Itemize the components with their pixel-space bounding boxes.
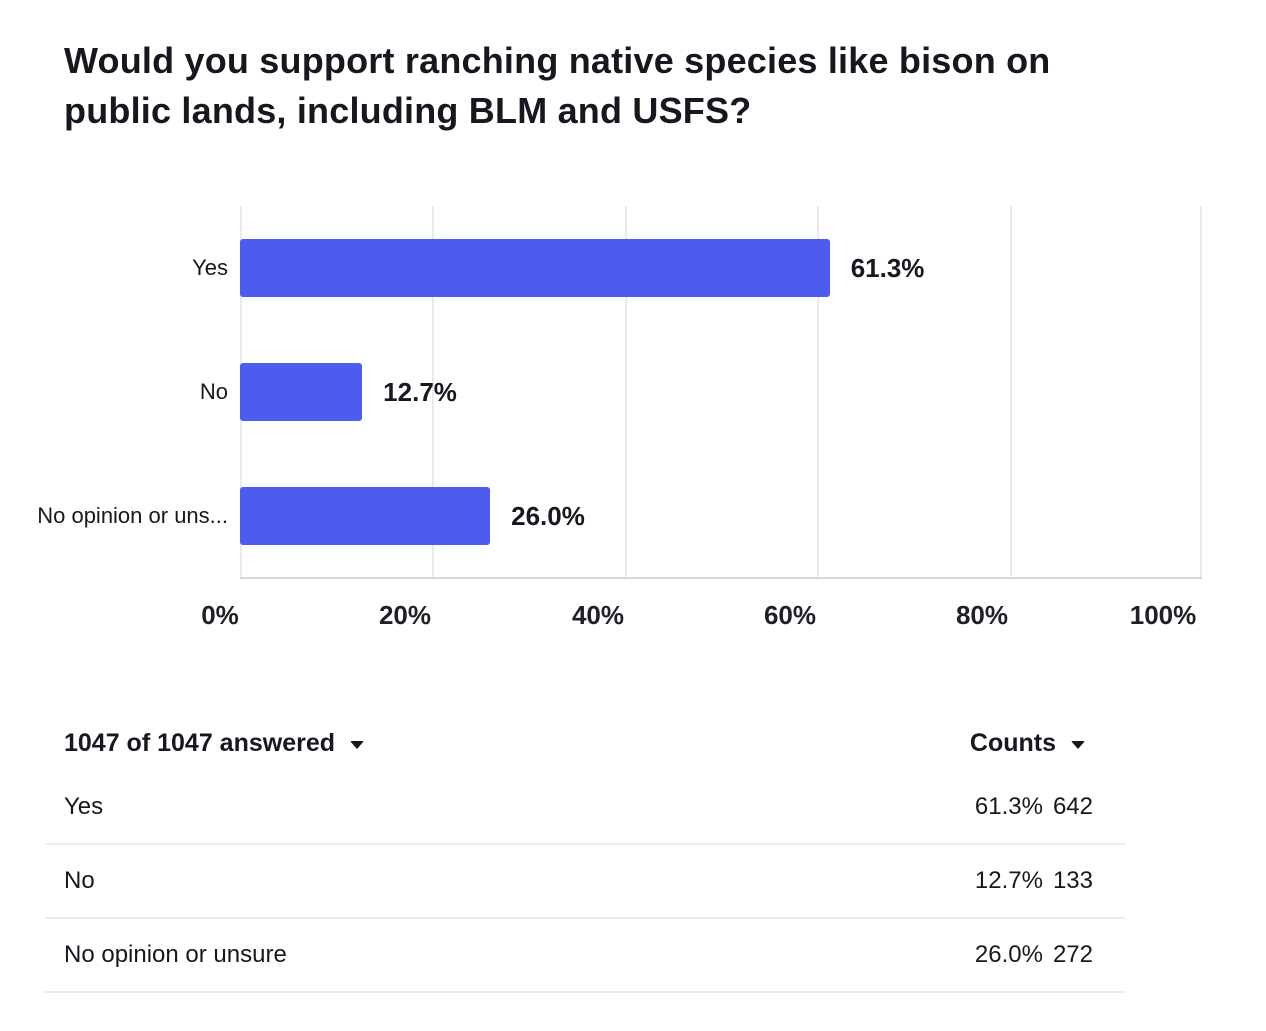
table-row-yes: Yes 61.3% 642: [45, 771, 1125, 845]
table-row-no-opinion: No opinion or unsure 26.0% 272: [45, 919, 1125, 993]
bar-row-yes: 61.3%: [240, 239, 1202, 297]
gridline-40pct: [624, 206, 627, 577]
row-percent: 12.7%: [974, 867, 1043, 894]
row-percent: 61.3%: [974, 793, 1043, 820]
chevron-down-icon: [350, 741, 364, 749]
bar-value-label-yes: 61.3%: [850, 252, 925, 283]
bar-row-no: 12.7%: [240, 363, 1202, 421]
bar-value-label-no: 12.7%: [383, 376, 457, 407]
bar-yes: [240, 239, 830, 297]
question-title-line-2: public lands, including BLM and USFS?: [64, 90, 752, 131]
x-tick-label-0: 0%: [201, 600, 239, 630]
gridline-100pct: [1200, 206, 1202, 577]
gridline-20pct: [432, 206, 435, 577]
x-axis-line: [240, 577, 1202, 579]
table-row-no: No 12.7% 133: [45, 845, 1125, 919]
row-value: 26.0% 272: [975, 941, 1093, 969]
row-label: No: [64, 867, 95, 894]
bar-chart: Yes No No opinion or uns... 61.3% 12.7% …: [37, 206, 1202, 630]
question-title-line-1: Would you support ranching native specie…: [64, 40, 1051, 81]
gridline-60pct: [817, 206, 820, 577]
answered-dropdown-label: 1047 of 1047 answered: [64, 728, 335, 757]
question-title: Would you support ranching native specie…: [64, 36, 1204, 136]
bar-row-no-opinion: 26.0%: [240, 487, 1202, 545]
bar-no-opinion: [240, 487, 491, 545]
plot-area: 61.3% 12.7% 26.0%: [240, 206, 1202, 579]
x-tick-label-100: 100%: [1129, 600, 1197, 630]
bar-value-label-no-opinion: 26.0%: [511, 500, 585, 531]
row-label: No opinion or unsure: [64, 941, 287, 968]
category-label-no: No: [199, 379, 228, 404]
x-tick-label-40: 40%: [571, 600, 625, 630]
row-percent: 26.0%: [974, 941, 1043, 968]
category-label-yes: Yes: [192, 255, 228, 280]
chevron-down-icon: [1071, 741, 1085, 749]
row-count: 272: [1052, 941, 1093, 968]
counts-dropdown-label: Counts: [969, 728, 1056, 757]
row-count: 642: [1052, 793, 1093, 820]
results-table-header: 1047 of 1047 answered Counts: [45, 715, 1125, 771]
x-tick-label-20: 20%: [378, 600, 432, 630]
x-tick-label-60: 60%: [763, 600, 817, 630]
row-label: Yes: [64, 793, 104, 820]
row-count: 133: [1052, 867, 1093, 894]
x-tick-label-80: 80%: [955, 600, 1009, 630]
results-table: 1047 of 1047 answered Counts Yes 61.3% 64…: [45, 715, 1125, 993]
gridline-80pct: [1009, 206, 1012, 577]
category-label-no-opinion: No opinion or uns...: [37, 503, 228, 528]
row-value: 12.7% 133: [975, 867, 1093, 895]
answered-dropdown[interactable]: 1047 of 1047 answered: [64, 729, 364, 758]
row-value: 61.3% 642: [975, 793, 1093, 821]
counts-dropdown[interactable]: Counts: [970, 729, 1085, 758]
bar-no: [240, 363, 363, 421]
